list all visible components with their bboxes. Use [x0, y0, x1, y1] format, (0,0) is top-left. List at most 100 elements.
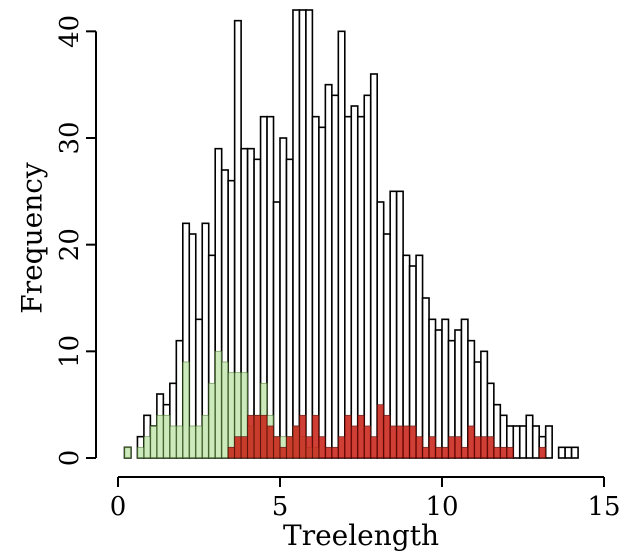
- histogram-bar: [557, 446, 566, 459]
- ticks-layer: 0 5 10 15 0 10 20 30 40: [55, 15, 621, 522]
- histogram-bar: [305, 9, 314, 459]
- histogram-bar: [448, 436, 456, 459]
- histogram-bar: [149, 425, 158, 459]
- histogram-bar: [480, 436, 488, 459]
- histogram-bar: [169, 425, 177, 459]
- histogram-bar: [570, 446, 579, 459]
- histogram-bar: [324, 83, 333, 459]
- histogram-bar: [402, 425, 410, 459]
- histogram-bar: [343, 115, 353, 459]
- histogram-bar: [435, 446, 443, 459]
- histogram-bar: [564, 446, 573, 459]
- histogram-bar: [486, 436, 495, 459]
- histogram-bar: [376, 404, 385, 459]
- histogram-bar: [273, 436, 281, 459]
- histogram-bar: [389, 425, 398, 459]
- histogram-bar: [266, 115, 275, 459]
- histogram-bar: [363, 425, 372, 459]
- histogram-bar: [143, 436, 151, 459]
- histogram-bar: [253, 158, 262, 459]
- histogram-bar: [434, 329, 443, 459]
- histogram-bar: [467, 425, 475, 459]
- histogram-bar: [460, 318, 469, 459]
- x-tick-label: 15: [587, 492, 620, 522]
- histogram-bar: [441, 318, 450, 459]
- histogram-bar: [272, 201, 281, 459]
- series-2-bars: [227, 404, 547, 459]
- histogram-bar: [299, 414, 307, 459]
- histogram-bar: [356, 115, 366, 459]
- histogram-bar: [279, 446, 287, 459]
- histogram-bar: [137, 446, 145, 459]
- y-tick-label: 30: [55, 121, 85, 154]
- histogram-bar: [350, 425, 359, 459]
- histogram-bar: [260, 414, 268, 459]
- histogram-bar: [311, 115, 320, 459]
- histogram-bar: [318, 126, 327, 459]
- histogram-bar: [253, 414, 261, 459]
- y-tick-label: 0: [55, 450, 85, 467]
- histogram-bar: [246, 147, 255, 459]
- histogram-bar: [162, 414, 171, 459]
- histogram-bar: [311, 414, 320, 459]
- histogram-bar: [493, 446, 501, 459]
- histogram-bar: [227, 372, 236, 459]
- x-tick-label: 10: [425, 492, 458, 522]
- histogram-bar: [389, 190, 398, 459]
- histogram-bar: [454, 436, 462, 459]
- histogram-bar: [383, 414, 391, 459]
- histogram-bar: [370, 436, 378, 459]
- histogram-bar: [395, 190, 404, 459]
- histogram-bar: [350, 105, 359, 459]
- histogram-bar: [538, 446, 547, 459]
- bars-layer: [123, 9, 579, 459]
- histogram-bar: [188, 233, 197, 459]
- histogram-bar: [188, 425, 197, 459]
- histogram-bar: [156, 414, 164, 459]
- histogram-bar: [292, 425, 300, 459]
- histogram-bar: [396, 425, 404, 459]
- y-tick-label: 40: [55, 15, 85, 48]
- histogram-bar: [369, 73, 379, 459]
- histogram-bar: [292, 9, 301, 459]
- histogram-bar: [409, 425, 417, 459]
- x-tick-label: 0: [110, 492, 127, 522]
- histogram-bar: [221, 361, 229, 459]
- histogram-bar: [201, 414, 210, 459]
- histogram-bar: [318, 436, 326, 459]
- histogram-bar: [344, 414, 352, 459]
- histogram-bar: [525, 414, 534, 459]
- histogram-bar: [337, 436, 346, 459]
- histogram-bar: [305, 436, 313, 459]
- histogram-bar: [461, 446, 469, 459]
- histogram-bar: [422, 446, 430, 459]
- y-axis-title: Frequency: [16, 162, 49, 314]
- histogram-bar: [337, 30, 346, 459]
- histogram-bar: [182, 361, 190, 459]
- histogram-bar: [279, 137, 288, 459]
- histogram-bar: [240, 436, 248, 459]
- histogram-bar: [357, 414, 365, 459]
- histogram-bar: [331, 446, 339, 459]
- histogram-bar: [512, 425, 521, 459]
- histogram-bar: [214, 350, 223, 459]
- histogram-bar: [428, 436, 436, 459]
- y-tick-label: 10: [55, 335, 85, 368]
- histogram-bar: [518, 425, 528, 459]
- y-tick-label: 20: [55, 228, 85, 261]
- histogram-bar: [286, 436, 294, 459]
- histogram-bar: [195, 425, 203, 459]
- histogram-bar: [266, 425, 274, 459]
- histogram-bar: [421, 297, 430, 459]
- histogram-bar: [298, 9, 307, 459]
- histogram-bar: [324, 446, 333, 459]
- histogram-bar: [441, 446, 449, 459]
- histogram-bar: [531, 425, 540, 459]
- histogram-bar: [415, 254, 424, 459]
- series-0-bars: [123, 9, 579, 459]
- histogram-bar: [285, 158, 294, 459]
- x-tick-label: 5: [272, 492, 289, 522]
- histogram-bar: [363, 94, 372, 459]
